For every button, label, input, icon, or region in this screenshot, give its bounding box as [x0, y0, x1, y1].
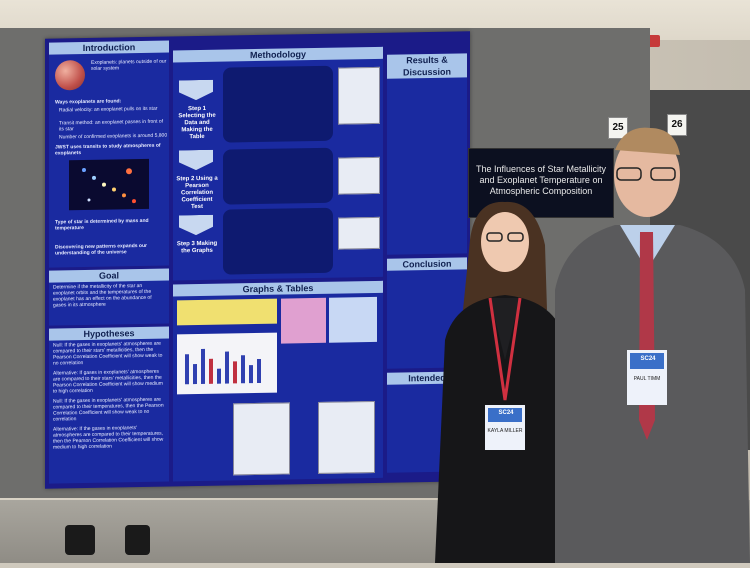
badge-left-event: SC24: [498, 410, 514, 416]
badge-right-name: PAUL TIMM: [633, 376, 661, 382]
step-3-label: Step 3 Making the Graphs: [176, 240, 218, 255]
graphs-heading: Graphs & Tables: [173, 280, 383, 297]
methodology-heading: Methodology: [173, 46, 383, 63]
intro-line-1: Exoplanets: planets outside of our solar…: [91, 58, 167, 72]
reference-table-thumbnail: [338, 156, 380, 195]
badge-left-name: KAYLA MILLER: [487, 428, 523, 434]
badge-right-event: SC24: [640, 356, 656, 362]
person-right-figure: [555, 127, 750, 563]
exit-sign-icon: [648, 35, 660, 47]
scatter-plot-2: [318, 400, 375, 474]
hr-diagram-dots: [82, 168, 136, 204]
scatter-plot-1: [233, 402, 290, 476]
person-left: SC24 KAYLA MILLER: [435, 200, 575, 563]
bar-graph-bars: [185, 348, 261, 385]
data-table-thumbnail: [338, 66, 380, 125]
step-3-box: [223, 207, 333, 275]
goal-text: Determine if the metallicity of the star…: [53, 283, 152, 309]
step-2-label: Step 2 Using a Pearson Correlation Coeff…: [176, 175, 218, 211]
formula-thumbnail: [338, 216, 380, 250]
step-1-label: Step 1 Selecting the Data and Making the…: [178, 105, 216, 141]
hypotheses-panel: Hypotheses Null: If the gases in exoplan…: [49, 326, 169, 484]
step-2-chevron: [179, 150, 213, 171]
results-heading: Results & Discussion: [387, 53, 467, 79]
introduction-heading: Introduction: [49, 40, 169, 55]
yellow-table: [177, 298, 277, 326]
intro-line-6: JWST uses transits to study atmospheres …: [55, 142, 161, 157]
person-left-figure: [435, 201, 575, 563]
hr-diagram-image: [69, 158, 149, 211]
research-poster: Introduction Exoplanets: planets outside…: [45, 31, 470, 489]
background-shoe-2: [125, 525, 150, 555]
step-1-chevron: [179, 80, 213, 101]
goal-panel: Goal Determine if the metallicity of the…: [49, 268, 169, 326]
blue-table: [329, 296, 377, 343]
hypothesis-3: Null: If the gases in exoplanets' atmosp…: [53, 396, 164, 423]
graphs-panel: Graphs & Tables: [173, 280, 383, 482]
hypothesis-1: Null: If the gases in exoplanets' atmosp…: [53, 340, 163, 367]
intro-line-8: Discovering new patterns expands our und…: [55, 242, 147, 257]
bar-graph: [177, 332, 277, 395]
person-right: SC24 PAUL TIMM: [555, 120, 750, 563]
board-number-26: 26: [667, 114, 687, 136]
board-number-25: 25: [608, 117, 628, 139]
intro-line-7: Type of star is determined by mass and t…: [55, 217, 149, 232]
step-1-box: [223, 65, 333, 143]
pink-table: [281, 297, 326, 344]
step-2-box: [223, 147, 333, 205]
introduction-panel: Introduction Exoplanets: planets outside…: [49, 40, 169, 268]
background-shoe: [65, 525, 95, 555]
hypothesis-4: Alternative: If the gases in exoplanets'…: [53, 425, 164, 451]
intro-line-3: Radial velocity: an exoplanet pulls on i…: [59, 105, 158, 114]
methodology-panel: Methodology Step 1 Selecting the Data an…: [173, 46, 383, 281]
hypothesis-2: Alternative: If gases in exoplanets' atm…: [53, 368, 163, 395]
step-3-chevron: [179, 215, 213, 236]
exoplanet-image: [55, 60, 85, 91]
